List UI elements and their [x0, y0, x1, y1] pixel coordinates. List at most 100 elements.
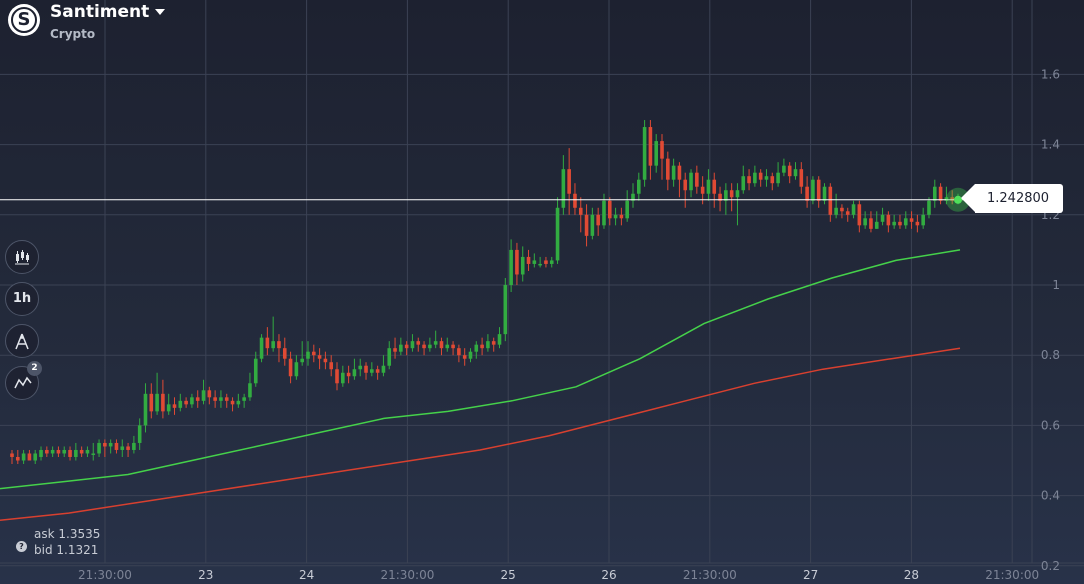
x-tick-label: 27 [803, 568, 818, 582]
candle [758, 169, 763, 187]
candle-body [851, 204, 856, 215]
candle-body [549, 260, 554, 264]
candle-body [352, 369, 357, 377]
candle [433, 330, 438, 349]
candle-body [404, 344, 409, 349]
bid-value: 1.1321 [56, 543, 99, 557]
caret-down-icon[interactable] [155, 9, 166, 15]
candle [648, 120, 653, 180]
asset-selector[interactable]: Santiment [50, 2, 166, 22]
candle-body [793, 169, 798, 177]
candle [201, 379, 206, 405]
candle [10, 449, 14, 465]
candle-body [782, 165, 786, 173]
candle [799, 162, 804, 194]
candle-body [143, 393, 148, 426]
candle [909, 211, 914, 229]
candle [259, 334, 264, 363]
candle-body [16, 456, 20, 461]
candle [27, 449, 32, 461]
candle [613, 207, 618, 226]
candle-body [538, 263, 542, 266]
candle [671, 158, 676, 187]
candle-body [880, 214, 885, 222]
y-tick-label: 1 [1052, 278, 1060, 292]
candle [834, 193, 838, 219]
candle-body [393, 348, 397, 352]
candle-body [178, 400, 183, 408]
candle-body [27, 453, 32, 461]
candle [161, 379, 165, 419]
candle [526, 249, 531, 271]
candle [903, 211, 908, 229]
y-tick-label: 1.4 [1041, 138, 1060, 152]
candle-body [840, 207, 844, 212]
candle-body [422, 344, 426, 349]
candle-body [219, 397, 223, 401]
candle-body [491, 341, 496, 345]
timeframe-button[interactable]: 1h [5, 282, 39, 316]
candle-body [718, 193, 722, 201]
chart-grid [0, 0, 1084, 567]
x-tick-label: 21:30:00 [683, 568, 737, 582]
candle [364, 362, 368, 380]
x-tick-label: 21:30:00 [985, 568, 1039, 582]
candle [724, 183, 728, 215]
candle-body [242, 397, 246, 401]
indicators-count-badge: 2 [27, 361, 42, 376]
candle [114, 439, 119, 454]
indicators-button[interactable]: 2 [5, 361, 42, 400]
candle [253, 351, 258, 387]
candle [718, 186, 722, 212]
x-tick-label: 25 [501, 568, 516, 582]
candle-body [909, 218, 914, 222]
candle-body [938, 186, 943, 201]
candle-body [822, 186, 827, 201]
candle-body [480, 344, 484, 349]
candle-body [503, 285, 508, 335]
candle [753, 165, 757, 187]
candle [16, 449, 20, 465]
candle-body [741, 176, 746, 191]
candle [166, 393, 171, 415]
candle [439, 337, 444, 356]
candle-body [689, 172, 693, 191]
candle-body [433, 341, 438, 345]
candle-body [300, 358, 304, 363]
candle-body [903, 218, 908, 226]
candle-body [271, 341, 275, 349]
candle [277, 334, 281, 363]
chart-type-button[interactable] [5, 240, 39, 274]
candle [840, 204, 844, 219]
candle-body [787, 165, 792, 177]
candle [341, 365, 345, 387]
drawing-tools-button[interactable] [5, 324, 39, 358]
candle [480, 337, 484, 356]
candle [950, 190, 954, 205]
candle [79, 446, 84, 457]
candle-body [468, 351, 473, 359]
candle [898, 214, 902, 229]
candle [625, 190, 629, 222]
candle-body [294, 362, 299, 377]
candle-body [526, 256, 531, 264]
candle [503, 277, 508, 342]
candle-body [341, 372, 345, 384]
candle-body [811, 179, 815, 201]
candle [85, 446, 90, 457]
candle [857, 200, 862, 233]
candle [282, 337, 287, 366]
candle-body [190, 397, 194, 405]
candle [143, 383, 148, 433]
candle [62, 446, 67, 457]
candle-body [747, 176, 751, 184]
candle-body [578, 207, 583, 215]
candle-body [364, 365, 368, 373]
bid-row: bid 1.1321 [14, 542, 100, 558]
candle [602, 193, 606, 229]
candle [851, 200, 856, 219]
candle-body [108, 442, 113, 447]
chart-axes: 1.61.41.210.80.60.40.221:30:00 23 24 21:30:… [78, 67, 1060, 582]
help-icon[interactable]: ? [16, 541, 27, 552]
